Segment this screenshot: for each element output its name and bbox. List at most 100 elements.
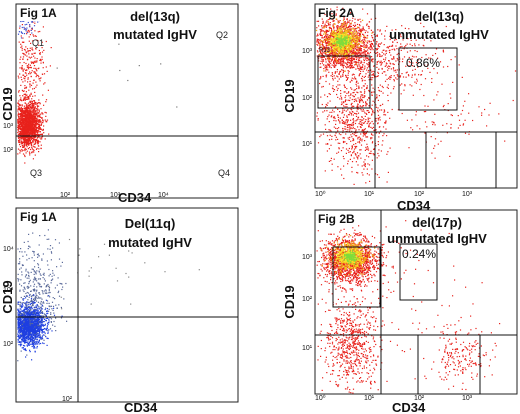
scatter-point (21, 323, 23, 325)
scatter-point (41, 330, 43, 332)
scatter-point (23, 130, 25, 132)
scatter-point (19, 140, 21, 142)
scatter-point (30, 142, 32, 144)
scatter-point (32, 329, 34, 331)
scatter-point (30, 108, 32, 110)
scatter-point (21, 41, 24, 43)
scatter-point (36, 104, 38, 106)
scatter-point (46, 344, 48, 346)
scatter-point (20, 313, 22, 315)
scatter-point (61, 288, 63, 291)
scatter-point (28, 121, 30, 123)
scatter-point (35, 35, 37, 37)
scatter-point (43, 104, 45, 106)
scatter-point (31, 301, 33, 303)
scatter-point (33, 143, 35, 145)
scatter-point (34, 266, 36, 268)
scatter-point (28, 283, 30, 285)
scatter-point (38, 282, 40, 284)
scatter-point (29, 111, 31, 113)
scatter-point (31, 321, 33, 324)
scatter-point (20, 84, 22, 86)
quadrant-label-q1: Q1 (32, 38, 44, 48)
scatter-point (30, 305, 33, 307)
scatter-point (36, 147, 38, 149)
scatter-point (50, 251, 52, 253)
scatter-point (32, 123, 34, 125)
x-tick-label: 10² (60, 192, 71, 199)
scatter-point (29, 152, 31, 154)
scatter-point (20, 31, 22, 33)
scatter-point (36, 328, 38, 330)
scatter-point (31, 326, 33, 328)
scatter-point (33, 113, 35, 115)
scatter-point (21, 47, 23, 49)
scatter-point (31, 333, 34, 335)
scatter-point (41, 318, 43, 320)
scatter-point (34, 302, 36, 304)
scatter-point (24, 127, 26, 129)
scatter-point (19, 130, 21, 133)
scatter-point (27, 50, 29, 52)
scatter-point (33, 87, 35, 90)
scatter-point (39, 268, 41, 270)
scatter-point (24, 141, 26, 143)
scatter-point (28, 117, 31, 119)
scatter-point (33, 306, 35, 308)
scatter-point (29, 148, 32, 151)
scatter-point (36, 84, 38, 86)
scatter-point (22, 312, 25, 314)
scatter-point (34, 326, 36, 328)
scatter-point (26, 327, 28, 329)
scatter-point (25, 46, 27, 48)
scatter-point (18, 337, 20, 339)
scatter-point (20, 296, 22, 299)
scatter-point (17, 339, 19, 341)
scatter-point (22, 329, 24, 332)
scatter-point (32, 34, 34, 36)
scatter-point (43, 283, 45, 285)
scatter-point (45, 40, 47, 43)
scatter-point (39, 58, 42, 60)
scatter-point (38, 44, 40, 46)
scatter-point (317, 41, 319, 43)
scatter-point (34, 102, 36, 104)
scatter-point (38, 270, 40, 272)
scatter-point (39, 325, 41, 327)
scatter-point (334, 57, 336, 59)
scatter-point (338, 78, 340, 80)
scatter-point (337, 80, 339, 82)
scatter-point (46, 292, 48, 294)
scatter-point (40, 342, 42, 345)
scatter-point (32, 343, 35, 345)
scatter-point (334, 71, 336, 73)
scatter-point (18, 133, 20, 135)
scatter-point (78, 254, 80, 256)
scatter-point (28, 344, 31, 346)
scatter-point (334, 29, 336, 32)
scatter-point (33, 326, 35, 328)
scatter-point (23, 127, 25, 129)
scatter-point (29, 94, 31, 96)
scatter-point (160, 63, 162, 65)
scatter-point (27, 323, 29, 325)
scatter-point (21, 109, 23, 111)
scatter-point (356, 23, 359, 25)
scatter-point (32, 301, 34, 303)
scatter-point (30, 290, 32, 292)
scatter-point (40, 108, 42, 110)
scatter-point (27, 116, 29, 118)
scatter-point (24, 349, 26, 351)
scatter-point (38, 329, 40, 331)
scatter-point (24, 348, 26, 350)
scatter-point (37, 40, 39, 42)
scatter-point (27, 144, 30, 146)
scatter-point (18, 336, 21, 338)
scatter-point (355, 58, 358, 61)
scatter-point (22, 340, 25, 342)
scatter-point (54, 298, 56, 300)
scatter-point (35, 299, 37, 301)
scatter-point (39, 113, 41, 115)
scatter-point (34, 133, 37, 136)
scatter-point (38, 67, 40, 69)
